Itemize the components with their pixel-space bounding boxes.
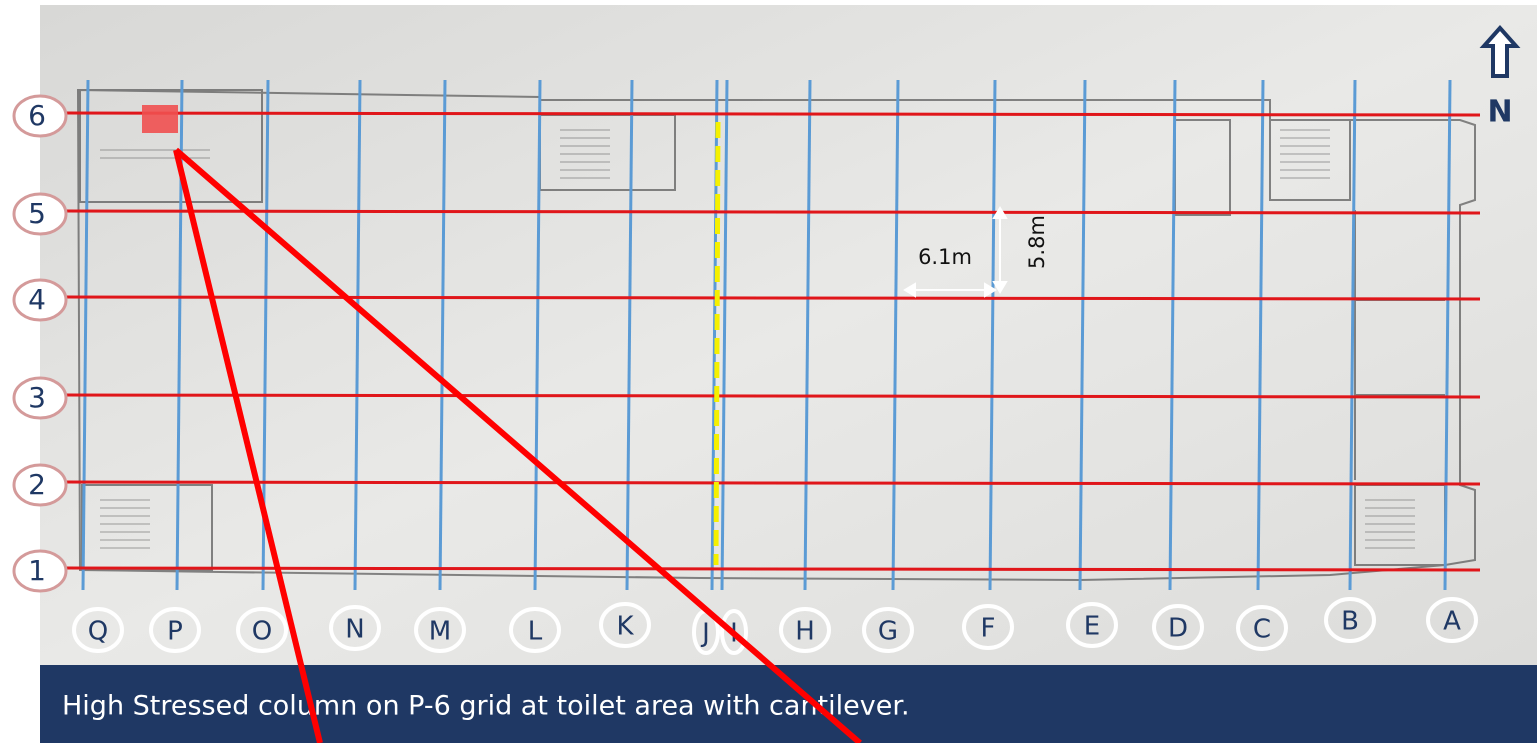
slide: QPONMLKJIHGFEDCBA654321 6.1m 5.8m N High… <box>0 0 1537 743</box>
column-label: K <box>616 612 634 642</box>
row-label: 1 <box>28 554 46 587</box>
column-label: O <box>252 617 272 647</box>
column-label: E <box>1084 612 1100 642</box>
column-label: L <box>528 617 543 647</box>
row-grid-line <box>65 211 1480 213</box>
column-label: Q <box>88 617 108 647</box>
column-label: N <box>345 615 364 645</box>
high-stress-column <box>142 105 178 133</box>
column-label: B <box>1341 607 1359 637</box>
row-grid-line <box>65 395 1480 397</box>
column-label: F <box>981 614 996 644</box>
column-label: A <box>1443 607 1461 637</box>
row-label: 2 <box>28 468 46 501</box>
row-label: 6 <box>28 99 46 132</box>
row-label: 3 <box>28 381 46 414</box>
caption: High Stressed column on P-6 grid at toil… <box>62 691 910 722</box>
column-label: H <box>795 617 815 647</box>
column-label: G <box>878 617 898 647</box>
column-label: D <box>1168 614 1188 644</box>
column-label: M <box>429 617 451 647</box>
row-label: 4 <box>28 283 46 316</box>
row-grid-line <box>65 482 1480 484</box>
column-label: J <box>700 619 710 649</box>
north-label: N <box>1487 95 1512 130</box>
column-label: P <box>167 617 183 647</box>
column-label: C <box>1253 615 1271 645</box>
dimension-x: 6.1m <box>918 245 972 269</box>
row-grid-line <box>65 113 1480 115</box>
row-label: 5 <box>28 197 46 230</box>
dimension-y: 5.8m <box>1025 215 1049 269</box>
row-grid-line <box>65 297 1480 299</box>
